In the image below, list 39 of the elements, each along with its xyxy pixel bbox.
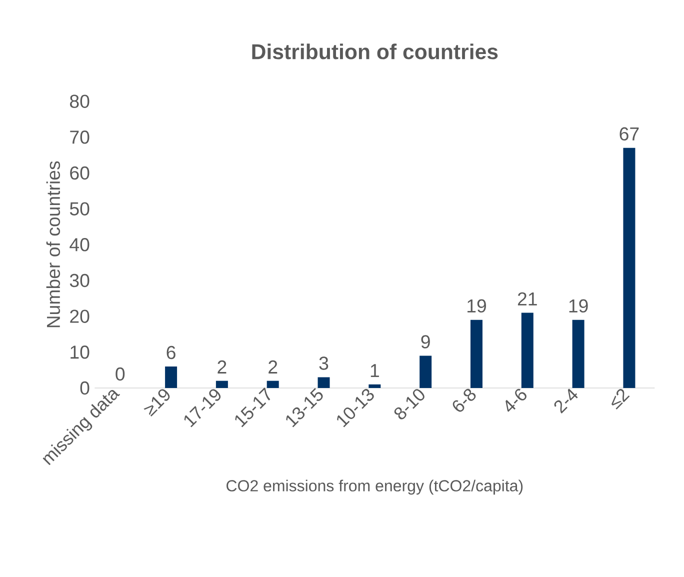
data-label: 19 [468, 299, 486, 313]
bar [216, 380, 228, 388]
data-label: 6 [166, 346, 176, 360]
bar [572, 320, 584, 388]
chart-title: Distribution of countries [252, 44, 498, 60]
data-label: 0 [116, 367, 125, 381]
bar [165, 366, 178, 388]
x-tick-label: 6-8 [452, 388, 476, 412]
x-tick-label: 2-4 [554, 388, 578, 414]
y-axis-title: Number of countries [46, 161, 60, 328]
data-label: 1 [370, 364, 379, 378]
y-tick-label: 20 [70, 310, 90, 323]
x-tick-label: 8-10 [394, 389, 424, 420]
bar [318, 377, 330, 388]
data-label: 67 [620, 127, 639, 141]
data-label: 2 [268, 360, 278, 374]
y-tick-label: 80 [70, 94, 90, 108]
data-label: 21 [518, 292, 537, 306]
bar [266, 380, 279, 388]
bar [368, 384, 381, 388]
data-label: 19 [569, 299, 588, 313]
y-tick-label: 40 [70, 238, 90, 252]
data-label: 3 [319, 356, 328, 370]
y-tick-label: 60 [70, 166, 90, 180]
data-label: 2 [218, 360, 226, 374]
y-tick-label: 30 [70, 274, 90, 288]
x-axis-title: CO2 emissions from energy (tCO2/capita) [226, 480, 523, 495]
bar [420, 356, 432, 388]
x-tick-label: ≤2 [611, 388, 630, 410]
y-tick-label: 10 [70, 346, 90, 359]
data-label: 9 [421, 335, 430, 348]
y-tick-label: 0 [80, 381, 90, 395]
x-tick-label: 4-6 [506, 388, 526, 412]
y-tick-label: 70 [70, 130, 90, 144]
y-tick-label: 50 [70, 202, 90, 216]
bar [470, 320, 482, 388]
bar [521, 312, 534, 388]
x-tick-label: ≥19 [144, 389, 170, 416]
bar [623, 148, 636, 388]
